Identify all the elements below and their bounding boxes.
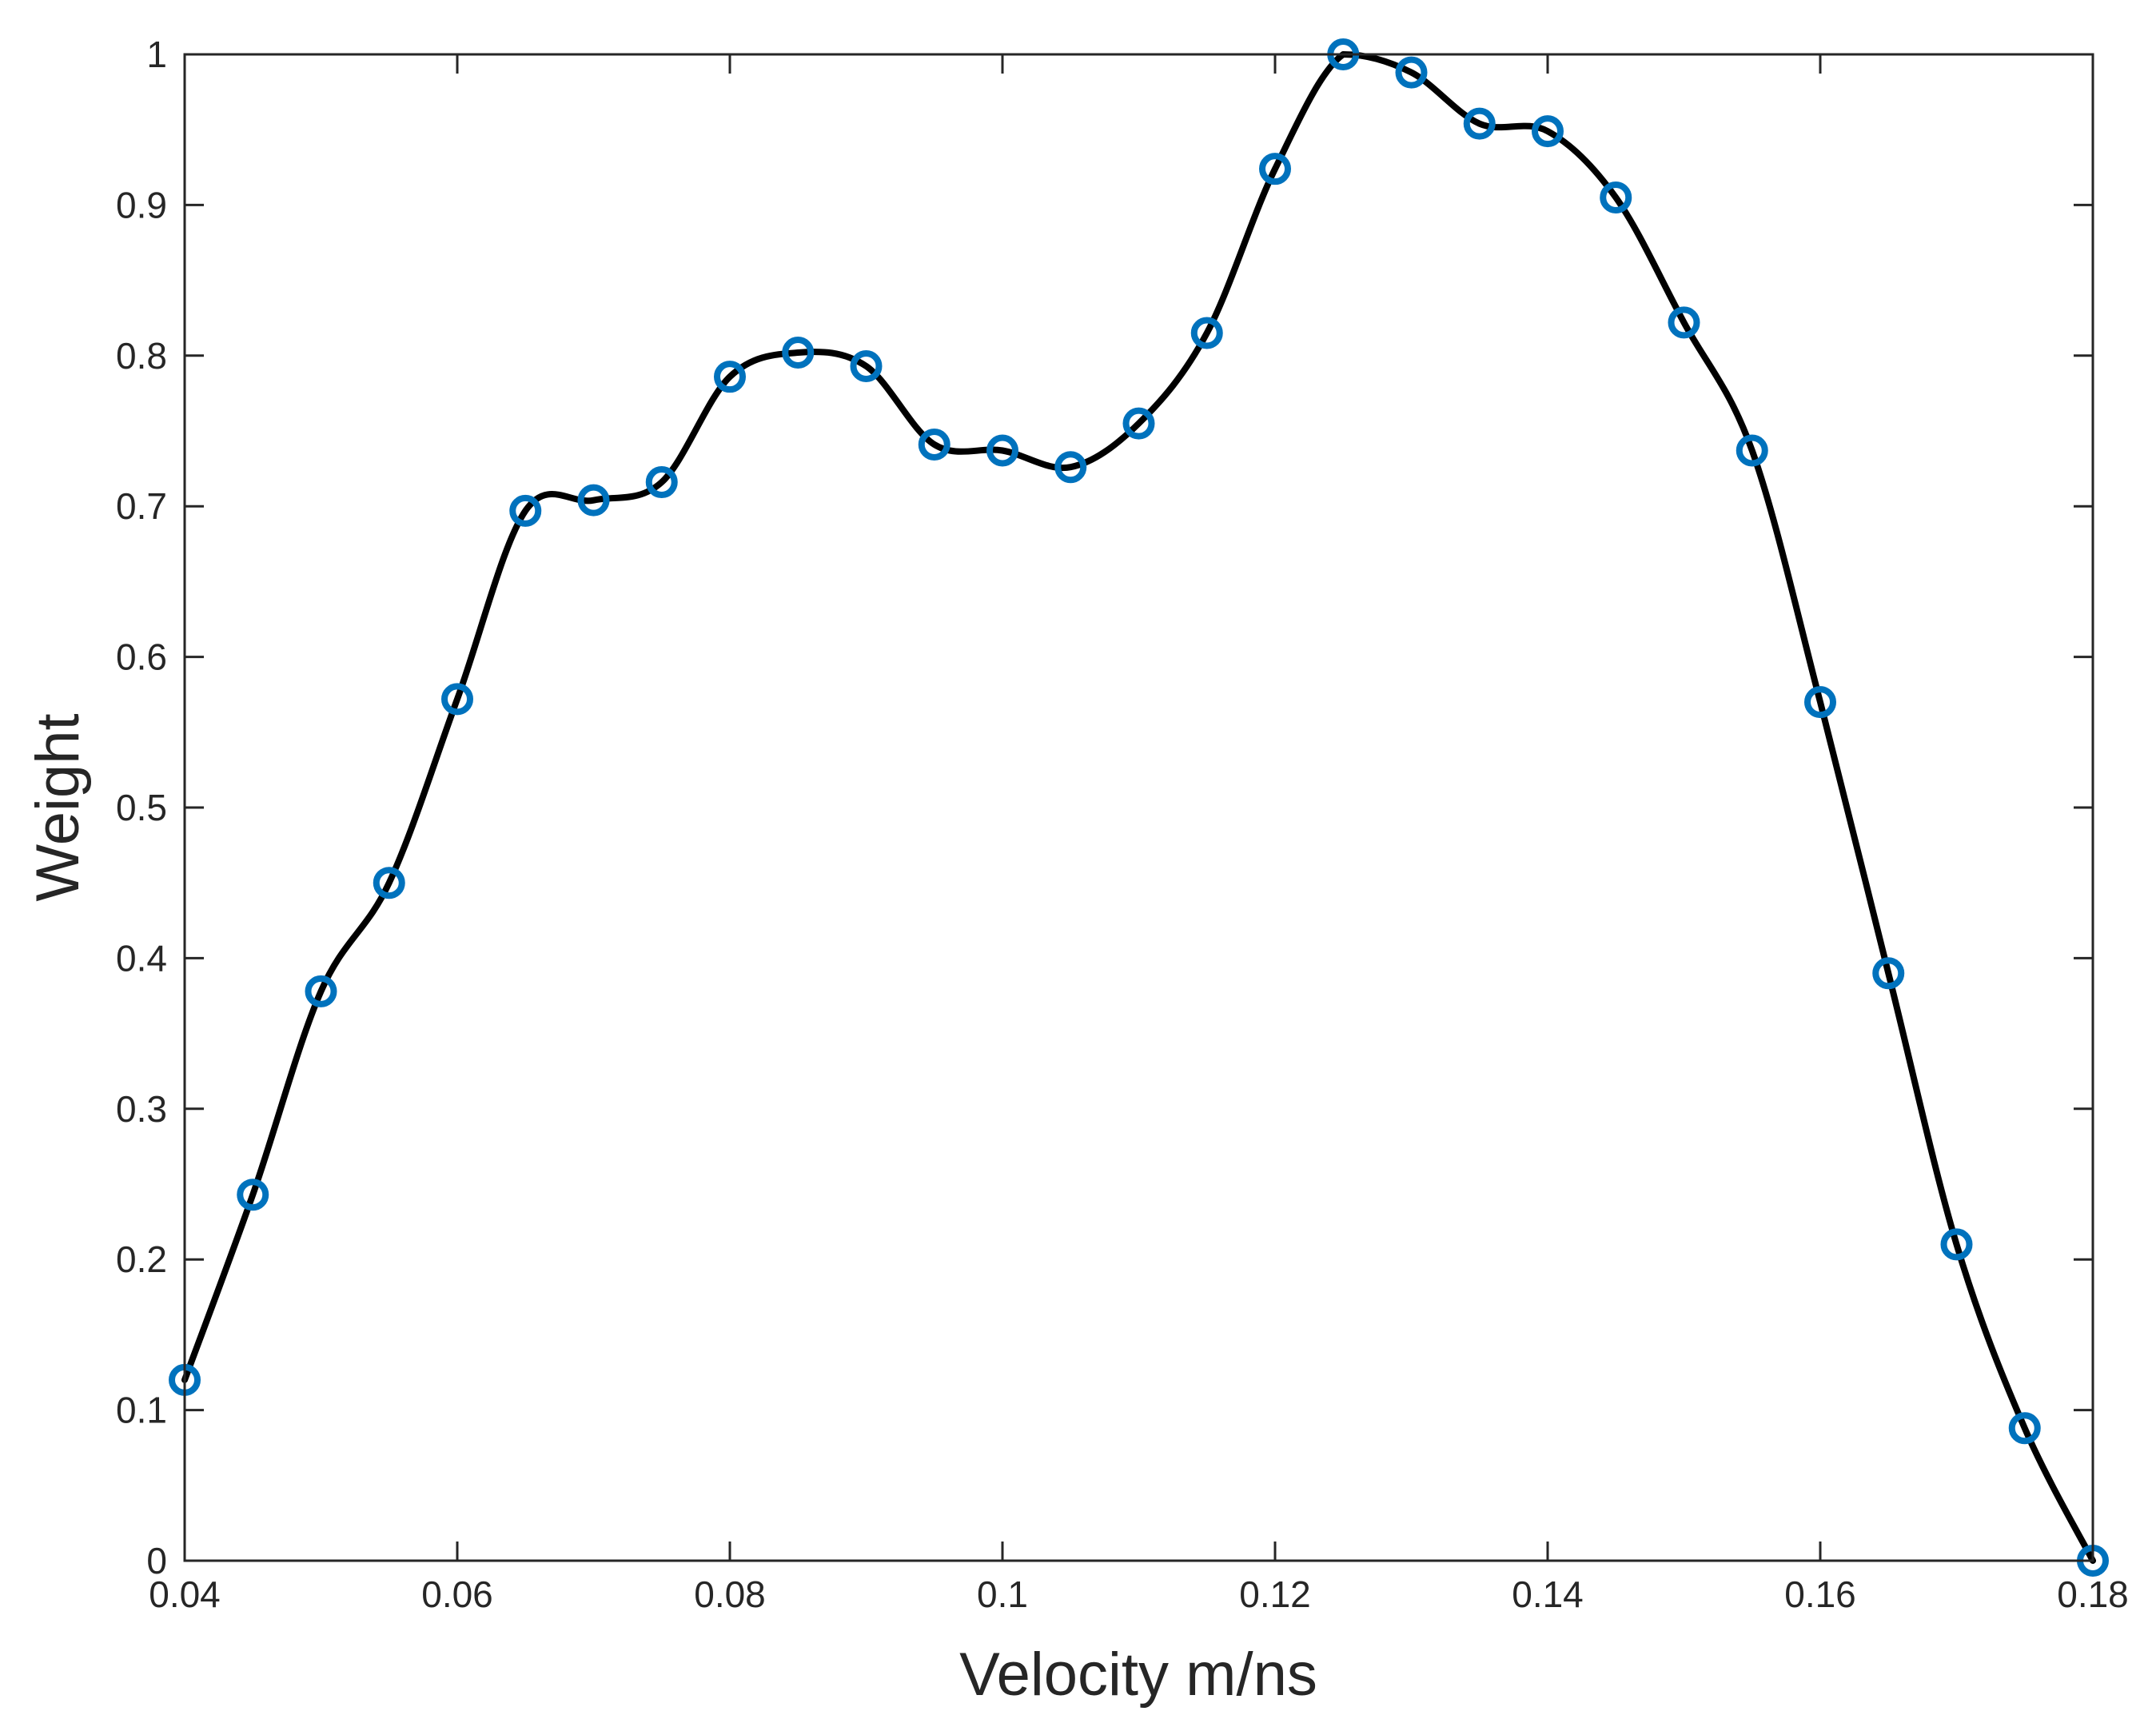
data-point (1940, 1228, 1973, 1261)
x-tick-label: 0.1 (977, 1573, 1028, 1615)
data-point (1600, 181, 1632, 213)
data-point (782, 337, 815, 369)
data-point (1736, 434, 1768, 467)
y-axis-title: Weight (24, 713, 92, 901)
x-tick-label: 0.16 (1784, 1573, 1856, 1615)
axes-box (183, 53, 2094, 1562)
y-tick-label: 0 (146, 1540, 167, 1581)
data-point (1872, 957, 1905, 990)
y-tick-label: 0.5 (116, 787, 167, 828)
y-tick-label: 1 (146, 34, 167, 75)
data-point (1122, 407, 1155, 440)
y-tick-label: 0.7 (116, 485, 167, 527)
data-point (305, 975, 337, 1007)
y-tick-label: 0.1 (116, 1390, 167, 1431)
x-axis-title: Velocity m/ns (959, 1641, 1317, 1709)
y-tick-label: 0.3 (116, 1088, 167, 1130)
data-point (2008, 1412, 2041, 1445)
data-point (1532, 115, 1564, 148)
x-tick-label: 0.14 (1512, 1573, 1584, 1615)
data-point (918, 428, 950, 461)
tick-labels-layer: 0.04 0.06 0.08 0.1 0.12 0.14 0.16 0.18 0 0.1 0.2 0.… (116, 34, 2129, 1615)
data-point (577, 484, 610, 517)
y-tick-label: 0.2 (116, 1238, 167, 1280)
x-tick-label: 0.18 (2057, 1573, 2129, 1615)
data-point (509, 494, 542, 527)
plot-area (185, 54, 2093, 1561)
y-tick-label: 0.8 (116, 335, 167, 377)
data-point (714, 361, 746, 393)
data-point (1054, 451, 1087, 484)
y-tick-label: 0.4 (116, 937, 167, 979)
x-tick-label: 0.12 (1239, 1573, 1311, 1615)
data-point (1804, 686, 1836, 719)
x-tick-label: 0.06 (421, 1573, 493, 1615)
data-point (1259, 153, 1291, 185)
data-point (1668, 306, 1700, 339)
data-point (1395, 56, 1428, 89)
data-point (645, 466, 678, 499)
x-tick-label: 0.04 (149, 1573, 221, 1615)
data-point (850, 349, 883, 382)
data-point (237, 1179, 269, 1211)
data-point (373, 867, 405, 899)
data-point (1463, 107, 1496, 140)
data-point (1190, 317, 1223, 349)
y-tick-label: 0.6 (116, 636, 167, 678)
data-point (986, 434, 1018, 467)
series-line (181, 51, 2096, 1564)
x-tick-label: 0.08 (694, 1573, 766, 1615)
data-point (441, 683, 473, 716)
y-tick-label: 0.9 (116, 184, 167, 225)
